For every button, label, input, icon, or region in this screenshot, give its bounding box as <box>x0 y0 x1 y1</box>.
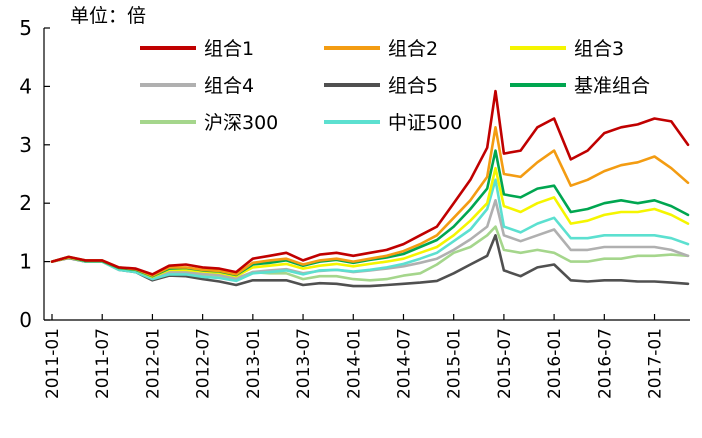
legend-label-1: 组合2 <box>388 38 438 60</box>
x-tick-label: 2016-01 <box>545 328 565 399</box>
y-axis-ticks: 0 1 2 3 4 5 <box>19 16 50 332</box>
x-tick-label: 2015-01 <box>445 328 465 399</box>
series-lines <box>50 89 690 288</box>
series-line-0 <box>50 89 690 276</box>
series-line-7 <box>50 178 690 283</box>
y-tick-label: 0 <box>19 308 32 332</box>
unit-label: 单位：倍 <box>70 5 146 27</box>
x-tick-label: 2011-07 <box>93 328 113 399</box>
legend-label-6: 沪深300 <box>204 112 278 134</box>
y-tick-label: 5 <box>19 16 32 40</box>
x-tick-label: 2011-01 <box>43 328 63 399</box>
legend-label-3: 组合4 <box>204 75 254 97</box>
x-tick-label: 2012-07 <box>194 328 214 399</box>
x-tick-label: 2014-01 <box>344 328 364 399</box>
series-line-5 <box>50 149 690 278</box>
x-axis-ticks: 2011-01 2011-07 2012-01 2012-07 2013-01 2013-… <box>43 314 666 399</box>
x-tick-label: 2017-01 <box>646 328 666 399</box>
x-tick-label: 2012-01 <box>143 328 163 399</box>
x-tick-label: 2013-01 <box>244 328 264 399</box>
legend-label-7: 中证500 <box>388 112 462 134</box>
y-tick-label: 3 <box>19 133 32 157</box>
y-tick-label: 4 <box>19 74 32 98</box>
y-tick-label: 2 <box>19 191 32 215</box>
x-tick-label: 2016-07 <box>595 328 615 399</box>
x-tick-label: 2015-07 <box>495 328 515 399</box>
x-tick-label: 2013-07 <box>294 328 314 399</box>
x-tick-label: 2014-07 <box>394 328 414 399</box>
legend-label-4: 组合5 <box>388 75 438 97</box>
legend-label-0: 组合1 <box>204 38 254 60</box>
legend-label-2: 组合3 <box>574 38 624 60</box>
y-tick-label: 1 <box>19 250 32 274</box>
legend-label-5: 基准组合 <box>574 75 650 97</box>
series-line-3 <box>50 199 690 280</box>
